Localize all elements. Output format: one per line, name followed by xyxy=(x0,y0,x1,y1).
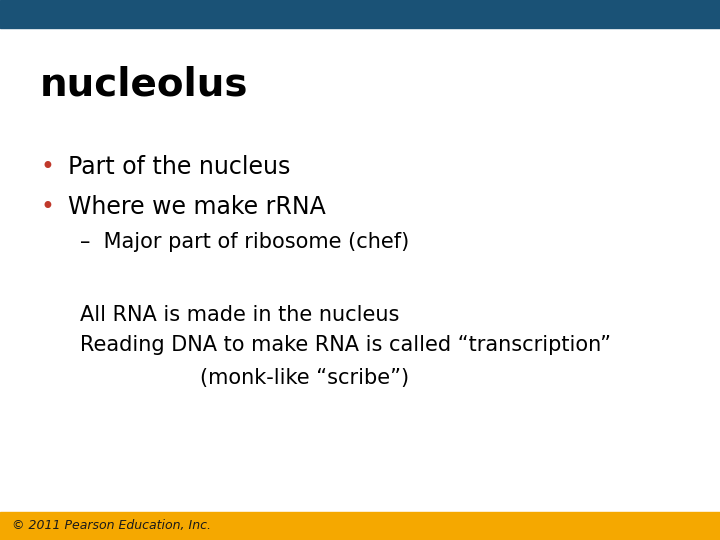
Text: •: • xyxy=(40,155,54,179)
Bar xyxy=(0,0,720,28)
Text: –  Major part of ribosome (chef): – Major part of ribosome (chef) xyxy=(80,232,409,252)
Text: Reading DNA to make RNA is called “transcription”: Reading DNA to make RNA is called “trans… xyxy=(80,335,611,355)
Text: nucleolus: nucleolus xyxy=(40,65,248,103)
Text: © 2011 Pearson Education, Inc.: © 2011 Pearson Education, Inc. xyxy=(12,519,211,532)
Bar xyxy=(0,512,720,540)
Text: Where we make rRNA: Where we make rRNA xyxy=(68,195,325,219)
Text: (monk-like “scribe”): (monk-like “scribe”) xyxy=(200,368,409,388)
Text: •: • xyxy=(40,195,54,219)
Text: All RNA is made in the nucleus: All RNA is made in the nucleus xyxy=(80,305,400,325)
Text: Part of the nucleus: Part of the nucleus xyxy=(68,155,290,179)
